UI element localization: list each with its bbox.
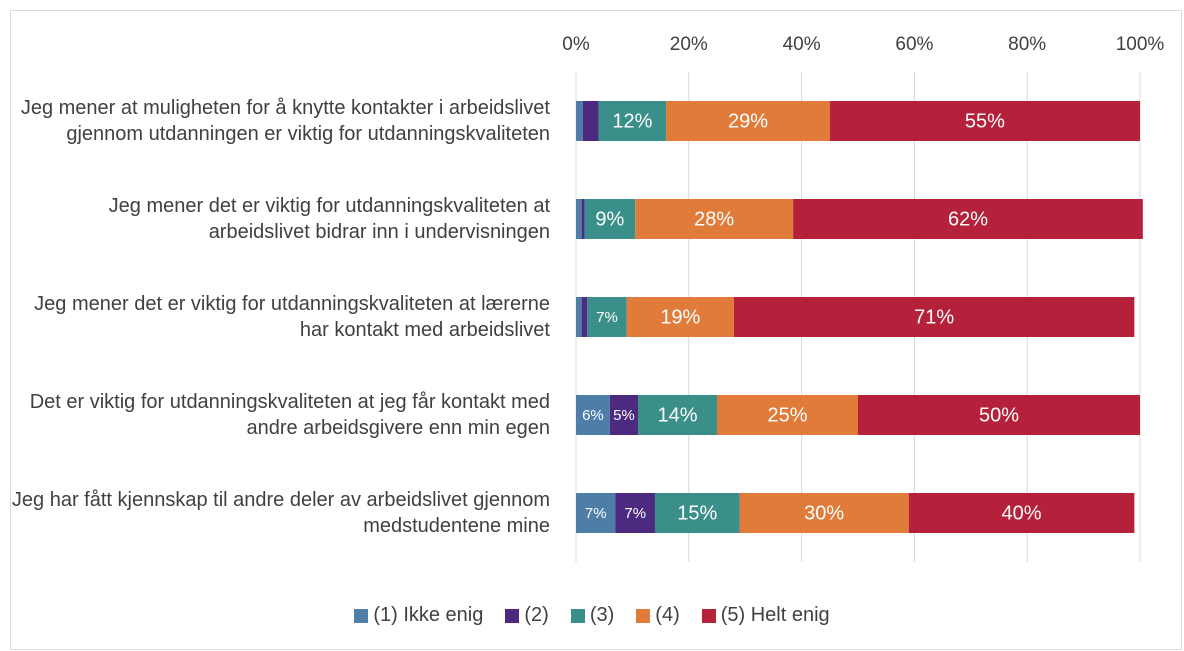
bar-segment (581, 297, 588, 337)
category-label: Jeg mener at muligheten for å knytte kon… (20, 97, 550, 145)
legend-label: (4) (655, 604, 680, 626)
bar-segment (638, 395, 717, 435)
x-tick-label: 20% (670, 34, 708, 55)
bar-segment (609, 395, 639, 435)
legend-label: (1) Ikke enig (373, 604, 484, 626)
bar-segment (654, 493, 740, 533)
legend-item: (3) (570, 604, 615, 627)
data-label: 50% (979, 404, 1019, 426)
bar-segment (666, 101, 830, 141)
data-label: 7% (624, 505, 646, 522)
chart-frame (10, 10, 1182, 650)
category-label: Jeg mener det er viktig for utdanningskv… (108, 195, 550, 243)
data-label: 12% (612, 110, 652, 132)
bar-segment (739, 493, 909, 533)
data-label: 7% (596, 309, 618, 326)
bar-segment (717, 395, 858, 435)
data-label: 71% (914, 306, 954, 328)
data-label: 25% (767, 404, 807, 426)
bar-segment (576, 493, 616, 533)
legend-swatch (636, 608, 651, 623)
data-label: 19% (660, 306, 700, 328)
x-tick-label: 100% (1116, 34, 1165, 55)
bar-segment (584, 199, 636, 239)
data-label: 28% (694, 208, 734, 230)
data-label: 62% (948, 208, 988, 230)
legend-label: (5) Helt enig (720, 604, 830, 626)
bar-segment (581, 199, 585, 239)
bar-segment (908, 493, 1135, 533)
data-label: 40% (1002, 502, 1042, 524)
legend-swatch (701, 608, 716, 623)
category-label: Det er viktig for utdanningskvaliteten a… (29, 391, 550, 439)
legend-swatch (505, 608, 520, 623)
category-label: Jeg mener det er viktig for utdanningskv… (34, 293, 550, 341)
category-label: Jeg har fått kjennskap til andre deler a… (11, 489, 550, 537)
data-label: 7% (585, 505, 607, 522)
legend-item: (5) Helt enig (701, 604, 830, 627)
bar-segment (615, 493, 655, 533)
bar-segment (635, 199, 794, 239)
data-label: 5% (613, 407, 635, 424)
legend: (1) Ikke enig (2) (3) (4) (5) Helt enig (0, 604, 1184, 627)
data-label: 55% (965, 110, 1005, 132)
legend-swatch (354, 608, 369, 623)
bar-segment (582, 101, 599, 141)
data-label: 30% (804, 502, 844, 524)
bar-segment (576, 395, 610, 435)
legend-label: (3) (589, 604, 615, 626)
legend-item: (2) (505, 604, 549, 627)
bar-segment (576, 101, 583, 141)
legend-item: (1) Ikke enig (354, 604, 483, 627)
data-label: 6% (582, 407, 604, 424)
x-tick-label: 60% (895, 34, 933, 55)
x-tick-label: 40% (783, 34, 821, 55)
bar-segment (576, 297, 582, 337)
bar-segment (576, 199, 582, 239)
legend-label: (2) (524, 604, 549, 626)
bar-segment (587, 297, 627, 337)
legend-item: (4) (636, 604, 680, 627)
bar-segment (858, 395, 1140, 435)
data-label: 15% (677, 502, 717, 524)
data-label: 29% (728, 110, 768, 132)
bar-segment (829, 101, 1140, 141)
bar-segment (598, 101, 667, 141)
bar-segment (733, 297, 1135, 337)
data-label: 14% (658, 404, 698, 426)
x-tick-label: 80% (1008, 34, 1046, 55)
data-label: 9% (595, 208, 624, 230)
bar-segment (793, 199, 1143, 239)
bar-segment (626, 297, 734, 337)
legend-swatch (570, 608, 585, 623)
x-tick-label: 0% (562, 34, 590, 55)
